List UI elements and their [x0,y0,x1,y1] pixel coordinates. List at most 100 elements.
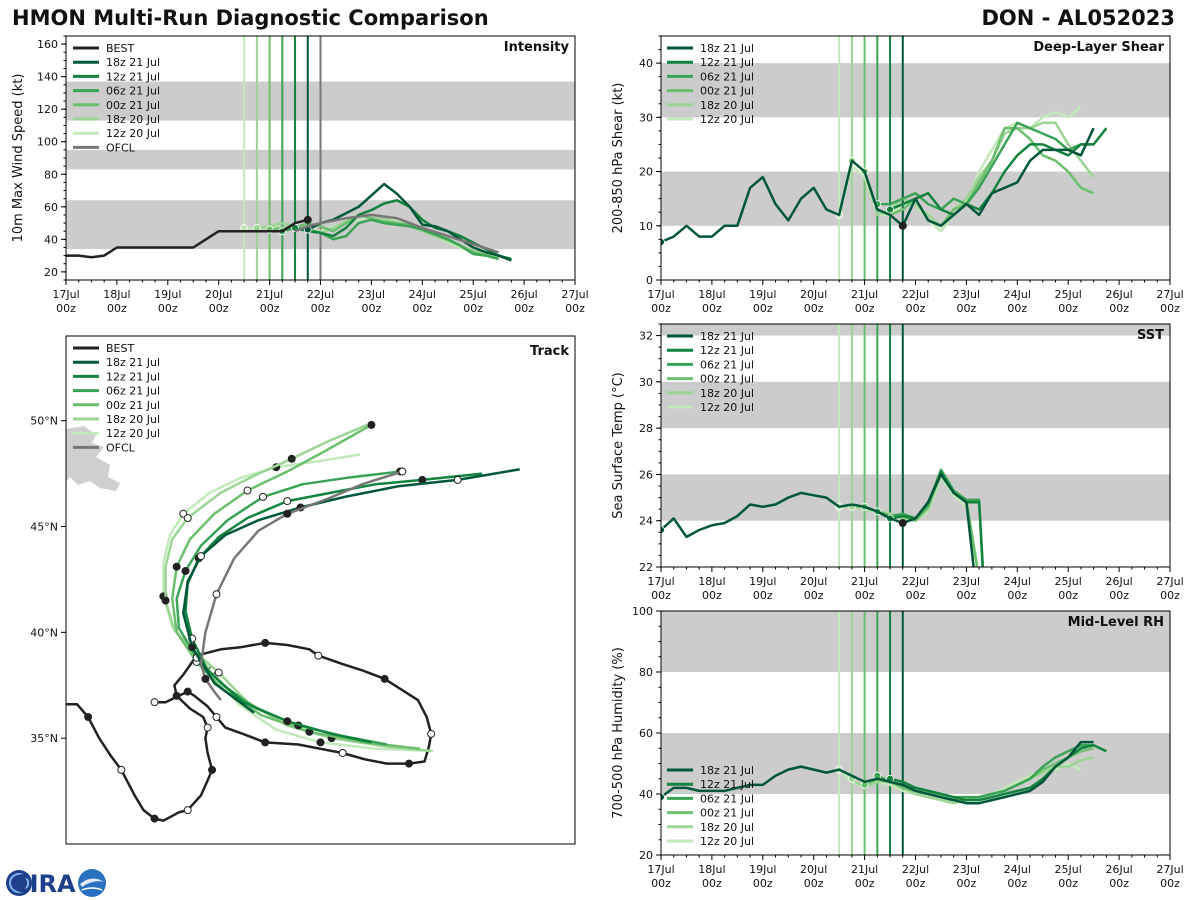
best-current-point [303,215,312,224]
track-point [316,738,325,747]
track-point [283,717,292,726]
x-tick-label: 21Jul [851,575,878,588]
x-tick-label: 23Jul [953,288,980,301]
x-tick-sublabel: 00z [56,302,76,315]
panel-title: Deep-Layer Shear [1033,40,1164,55]
x-tick-sublabel: 00z [702,302,722,315]
track-point [161,596,170,605]
x-tick-label: 25Jul [1055,288,1082,301]
x-tick-sublabel: 00z [651,877,671,890]
x-tick-label: 18Jul [698,575,725,588]
legend-label-06z-21-jul: 06z 21 Jul [700,792,754,805]
x-tick-sublabel: 00z [565,302,585,315]
legend-label-12z-20-jul: 12z 20 Jul [700,401,754,414]
series-line-18z-21-jul [661,473,975,567]
cira-logo-icon: CIRA [6,869,106,898]
legend-label-12z-21-jul: 12z 21 Jul [700,56,754,69]
x-tick-sublabel: 00z [260,302,280,315]
legend-label-12z-21-jul: 12z 21 Jul [106,70,160,83]
x-tick-label: 25Jul [1055,863,1082,876]
x-tick-sublabel: 00z [107,302,127,315]
track-point [117,765,126,774]
legend-label-18z-20-jul: 18z 20 Jul [700,387,754,400]
x-tick-sublabel: 00z [1058,302,1078,315]
y-tick-label: 32 [639,330,653,343]
y-axis-label: 700-500 hPa Humidity (%) [611,647,626,819]
x-tick-sublabel: 00z [1007,302,1027,315]
track-point [212,590,221,599]
y-tick-label: 40 [44,233,58,246]
track-point [314,651,323,660]
series-line-12z-21-jul [889,127,1108,217]
x-tick-sublabel: 00z [702,589,722,602]
x-tick-label: 22Jul [902,863,929,876]
y-tick-label: 22 [639,561,653,574]
x-tick-sublabel: 00z [1160,302,1180,315]
x-tick-label: 19Jul [749,575,776,588]
x-tick-label: 19Jul [749,863,776,876]
series-line-00z-21-jul [863,126,1095,228]
x-tick-sublabel: 00z [855,589,875,602]
x-tick-sublabel: 00z [753,589,773,602]
x-tick-label: 19Jul [154,288,181,301]
x-tick-sublabel: 00z [906,877,926,890]
x-tick-label: 27Jul [561,288,588,301]
series-line-18z-21-jul [661,127,1095,244]
x-tick-sublabel: 00z [1109,877,1129,890]
x-tick-sublabel: 00z [158,302,178,315]
series-line-best [66,218,309,259]
x-tick-label: 18Jul [698,288,725,301]
x-tick-sublabel: 00z [514,302,534,315]
x-tick-sublabel: 00z [753,302,773,315]
y-tick-label: 30 [639,111,653,124]
logo-text: CIRA [12,870,76,898]
x-tick-sublabel: 00z [702,877,722,890]
x-tick-sublabel: 00z [753,877,773,890]
track-point [183,514,192,523]
legend-label-12z-20-jul: 12z 20 Jul [700,113,754,126]
track-point [208,765,217,774]
x-tick-label: 17Jul [52,288,79,301]
y-tick-label: 26 [639,468,653,481]
legend-label-ofcl: OFCL [106,441,136,454]
panel-title: Intensity [504,40,570,55]
legend-label-18z-20-jul: 18z 20 Jul [106,113,160,126]
y-tick-label: 80 [44,168,58,181]
y-axis-label: 200-850 hPa Shear (kt) [611,83,626,234]
threshold-band [661,474,1170,521]
init-point-18z-21-jul [661,793,665,801]
x-tick-label: 19Jul [749,288,776,301]
track-point [405,759,414,768]
x-tick-sublabel: 00z [906,302,926,315]
land-newfoundland [66,426,120,491]
x-tick-label: 25Jul [1055,575,1082,588]
y-tick-label: 60 [639,727,653,740]
track-line-12z-21-jul [184,472,483,744]
y-tick-label: 80 [639,666,653,679]
storm-name: DON - AL052023 [981,6,1175,30]
legend-label-12z-20-jul: 12z 20 Jul [106,427,160,440]
threshold-band [661,611,1170,672]
x-tick-label: 24Jul [1004,863,1031,876]
best-current-point [898,519,907,528]
x-tick-label: 25Jul [460,288,487,301]
track-line-best [66,641,433,822]
track-point [214,668,223,677]
x-tick-sublabel: 00z [855,302,875,315]
x-tick-sublabel: 00z [855,877,875,890]
legend-label-12z-21-jul: 12z 21 Jul [106,370,160,383]
track-point [380,674,389,683]
y-tick-label: 60 [44,201,58,214]
x-tick-sublabel: 00z [804,877,824,890]
intensity-panel: 2040608010012014016017Jul00z18Jul00z19Ju… [11,35,589,315]
y-tick-label: 20 [44,266,58,279]
x-tick-label: 21Jul [256,288,283,301]
y-tick-label: 100 [37,136,58,149]
x-tick-label: 27Jul [1156,863,1183,876]
track-point [203,723,212,732]
panel-title: SST [1137,328,1164,343]
track-point [398,467,407,476]
y-tick-label: 140 [37,71,58,84]
x-tick-label: 20Jul [800,863,827,876]
y-tick-label: 28 [639,422,653,435]
